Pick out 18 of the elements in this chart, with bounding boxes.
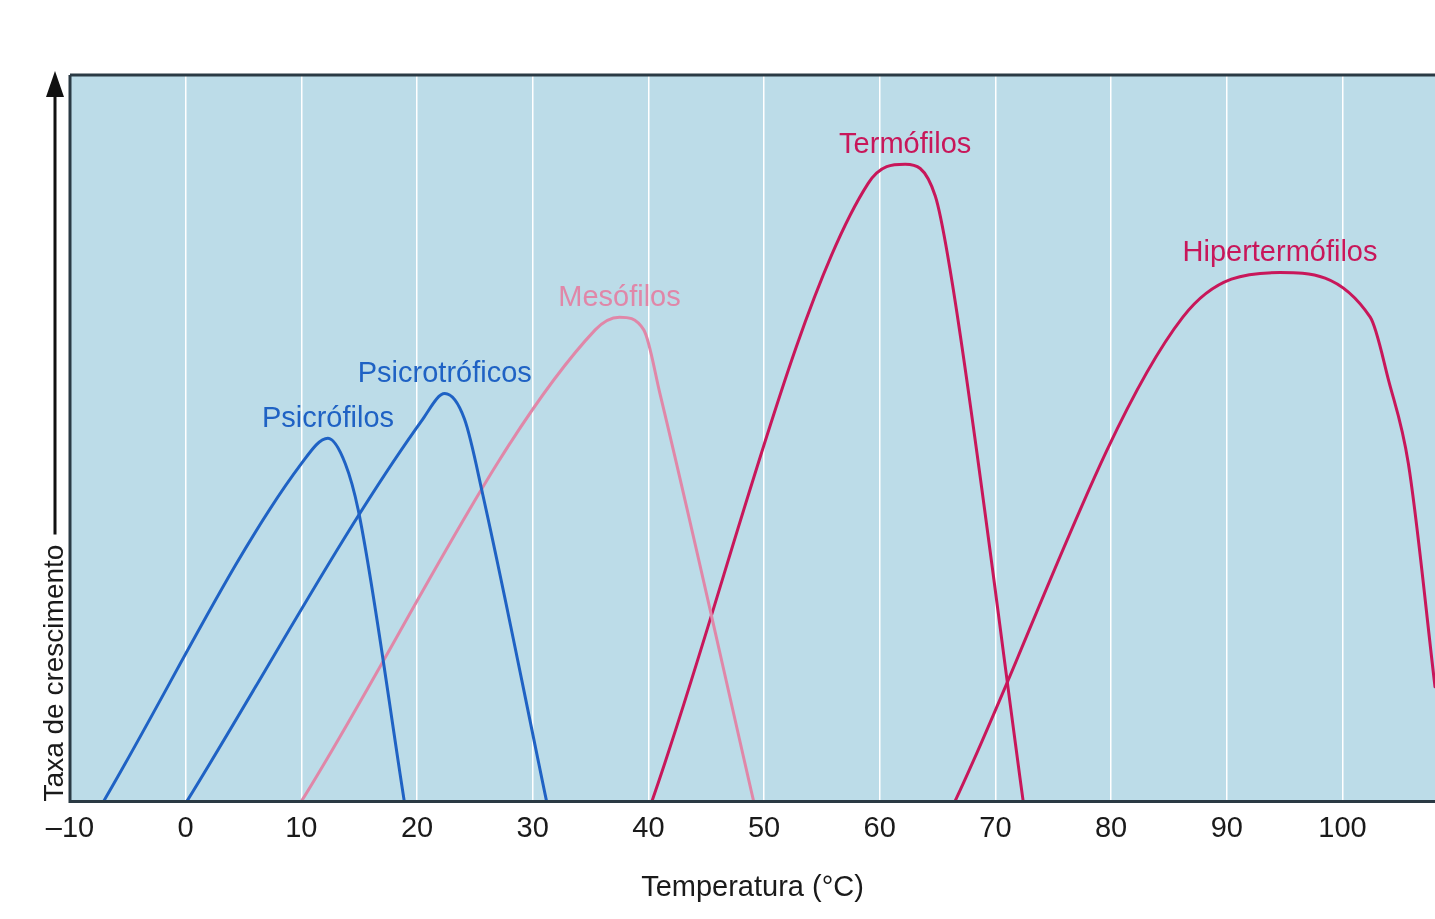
x-tick-label: 10	[285, 810, 318, 843]
x-tick-label: 0	[177, 810, 194, 843]
x-tick-label: 80	[1094, 810, 1128, 843]
x-tick-label: 30	[516, 810, 549, 843]
series-label: Termófilos	[839, 126, 972, 159]
series-label: Psicrotróficos	[357, 356, 532, 389]
x-axis-title: Temperatura (°C)	[641, 869, 864, 902]
series-label: Hipertermófilos	[1182, 235, 1378, 268]
series-label: Psicrófilos	[261, 400, 395, 433]
x-tick-label: –10	[45, 810, 95, 843]
x-tick-label: 20	[400, 810, 434, 843]
x-tick-label: 40	[632, 810, 665, 843]
x-tick-label: 50	[747, 810, 781, 843]
x-tick-label: 70	[979, 810, 1012, 843]
x-tick-label: 90	[1210, 810, 1243, 843]
y-axis-title: Taxa de crescimento	[37, 544, 69, 802]
x-tick-label: 60	[863, 810, 896, 843]
x-tick-label: 100	[1318, 810, 1367, 843]
